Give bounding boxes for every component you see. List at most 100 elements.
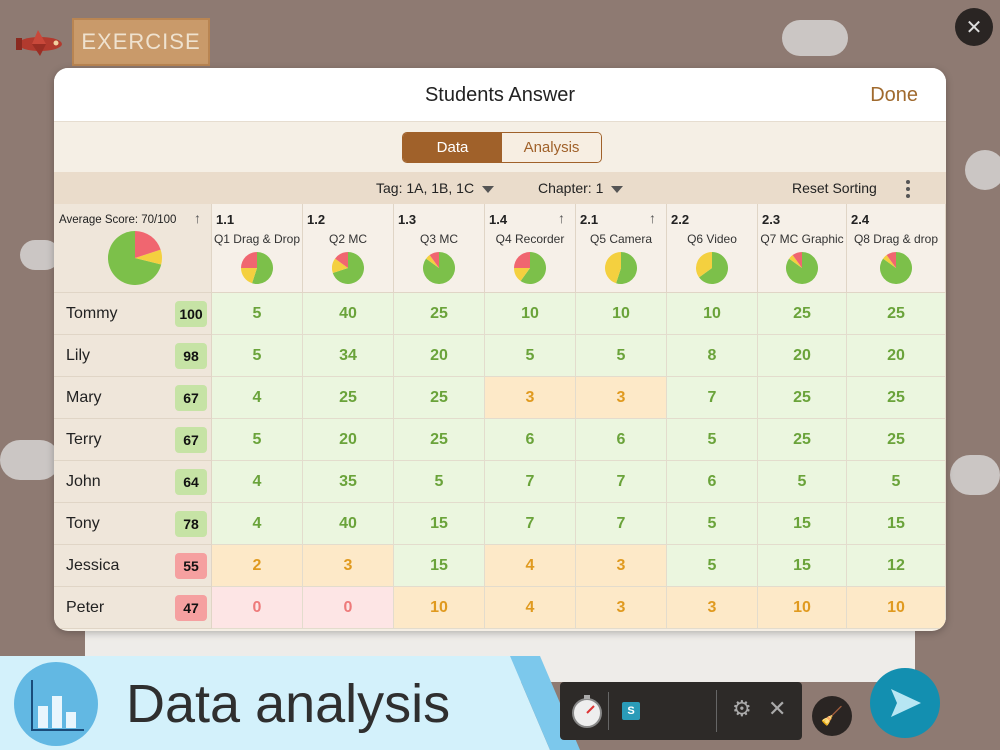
score-cell[interactable]: 12 [847, 545, 946, 587]
score-cell[interactable]: 5 [847, 461, 946, 503]
score-cell[interactable]: 10 [758, 587, 847, 629]
score-cell[interactable]: 34 [303, 335, 394, 377]
score-cell[interactable]: 0 [212, 587, 303, 629]
score-cell[interactable]: 3 [667, 587, 758, 629]
score-cell[interactable]: 15 [758, 545, 847, 587]
score-cell[interactable]: 10 [847, 587, 946, 629]
score-cell[interactable]: 15 [847, 503, 946, 545]
score-cell[interactable]: 5 [667, 545, 758, 587]
question-header[interactable]: 1.4 Q4 Recorder ↑ [485, 204, 576, 293]
student-row-header[interactable]: Peter 47 [54, 587, 212, 629]
reset-sorting-button[interactable]: Reset Sorting [792, 180, 877, 196]
question-header[interactable]: 1.1 Q1 Drag & Drop [212, 204, 303, 293]
score-cell[interactable]: 3 [303, 545, 394, 587]
score-cell[interactable]: 5 [212, 419, 303, 461]
score-cell[interactable]: 25 [394, 419, 485, 461]
score-cell[interactable]: 4 [212, 503, 303, 545]
score-cell[interactable]: 6 [667, 461, 758, 503]
tab-analysis[interactable]: Analysis [502, 133, 601, 162]
score-cell[interactable]: 20 [394, 335, 485, 377]
score-cell[interactable]: 35 [303, 461, 394, 503]
send-button[interactable] [870, 668, 940, 738]
score-cell[interactable]: 5 [394, 461, 485, 503]
student-row-header[interactable]: Jessica 55 [54, 545, 212, 587]
score-cell[interactable]: 25 [394, 293, 485, 335]
broom-icon[interactable]: 🧹 [812, 696, 852, 736]
score-cell[interactable]: 5 [212, 293, 303, 335]
score-cell[interactable]: 7 [576, 503, 667, 545]
sort-arrow-up-icon[interactable]: ↑ [649, 210, 656, 226]
score-cell[interactable]: 25 [847, 377, 946, 419]
score-cell[interactable]: 5 [212, 335, 303, 377]
score-cell[interactable]: 25 [394, 377, 485, 419]
score-cell[interactable]: 0 [303, 587, 394, 629]
score-cell[interactable]: 6 [485, 419, 576, 461]
close-icon[interactable]: ✕ [955, 8, 993, 46]
score-cell[interactable]: 3 [576, 587, 667, 629]
question-header[interactable]: 2.1 Q5 Camera ↑ [576, 204, 667, 293]
more-options-icon[interactable] [904, 180, 912, 198]
s-badge-icon[interactable]: S [622, 702, 640, 720]
score-cell[interactable]: 25 [758, 293, 847, 335]
score-cell[interactable]: 10 [667, 293, 758, 335]
question-header[interactable]: 2.4 Q8 Drag & drop [847, 204, 946, 293]
score-cell[interactable]: 7 [667, 377, 758, 419]
bottom-toolbar: S ⚙ ✕ [560, 682, 802, 740]
score-cell[interactable]: 10 [485, 293, 576, 335]
score-cell[interactable]: 10 [394, 587, 485, 629]
score-cell[interactable]: 7 [576, 461, 667, 503]
done-button[interactable]: Done [870, 84, 918, 106]
score-cell[interactable]: 40 [303, 503, 394, 545]
score-cell[interactable]: 15 [758, 503, 847, 545]
score-cell[interactable]: 4 [485, 545, 576, 587]
score-cell[interactable]: 8 [667, 335, 758, 377]
tab-data[interactable]: Data [403, 133, 502, 162]
score-cell[interactable]: 7 [485, 503, 576, 545]
score-cell[interactable]: 25 [847, 293, 946, 335]
score-cell[interactable]: 20 [847, 335, 946, 377]
score-cell[interactable]: 5 [667, 503, 758, 545]
score-cell[interactable]: 25 [758, 377, 847, 419]
score-cell[interactable]: 5 [485, 335, 576, 377]
student-row-header[interactable]: Tommy 100 [54, 293, 212, 335]
student-row-header[interactable]: Terry 67 [54, 419, 212, 461]
score-cell[interactable]: 3 [576, 377, 667, 419]
student-row-header[interactable]: Tony 78 [54, 503, 212, 545]
score-cell[interactable]: 2 [212, 545, 303, 587]
score-cell[interactable]: 40 [303, 293, 394, 335]
score-cell[interactable]: 4 [212, 377, 303, 419]
score-cell[interactable]: 25 [303, 377, 394, 419]
score-cell[interactable]: 5 [758, 461, 847, 503]
tag-filter-dropdown[interactable]: Tag: 1A, 1B, 1C [376, 172, 495, 204]
question-header[interactable]: 1.3 Q3 MC [394, 204, 485, 293]
sort-arrow-up-icon[interactable]: ↑ [194, 210, 201, 226]
score-cell[interactable]: 5 [667, 419, 758, 461]
question-header[interactable]: 1.2 Q2 MC [303, 204, 394, 293]
score-cell[interactable]: 15 [394, 503, 485, 545]
score-cell[interactable]: 25 [847, 419, 946, 461]
score-cell[interactable]: 15 [394, 545, 485, 587]
score-cell[interactable]: 25 [758, 419, 847, 461]
stopwatch-icon[interactable] [568, 692, 606, 730]
sort-arrow-up-icon[interactable]: ↑ [558, 210, 565, 226]
score-cell[interactable]: 20 [303, 419, 394, 461]
question-number: 1.3 [398, 212, 417, 227]
score-cell[interactable]: 3 [576, 545, 667, 587]
question-header[interactable]: 2.2 Q6 Video [667, 204, 758, 293]
student-row-header[interactable]: Mary 67 [54, 377, 212, 419]
close-icon[interactable]: ✕ [768, 696, 787, 721]
score-cell[interactable]: 6 [576, 419, 667, 461]
student-row-header[interactable]: Lily 98 [54, 335, 212, 377]
score-cell[interactable]: 4 [485, 587, 576, 629]
student-row-header[interactable]: John 64 [54, 461, 212, 503]
question-header[interactable]: 2.3 Q7 MC Graphic [758, 204, 847, 293]
score-cell[interactable]: 3 [485, 377, 576, 419]
score-cell[interactable]: 5 [576, 335, 667, 377]
score-cell[interactable]: 10 [576, 293, 667, 335]
score-cell[interactable]: 4 [212, 461, 303, 503]
send-icon [891, 689, 921, 717]
score-cell[interactable]: 20 [758, 335, 847, 377]
gear-icon[interactable]: ⚙ [732, 696, 752, 721]
score-cell[interactable]: 7 [485, 461, 576, 503]
chapter-filter-dropdown[interactable]: Chapter: 1 [538, 172, 624, 204]
